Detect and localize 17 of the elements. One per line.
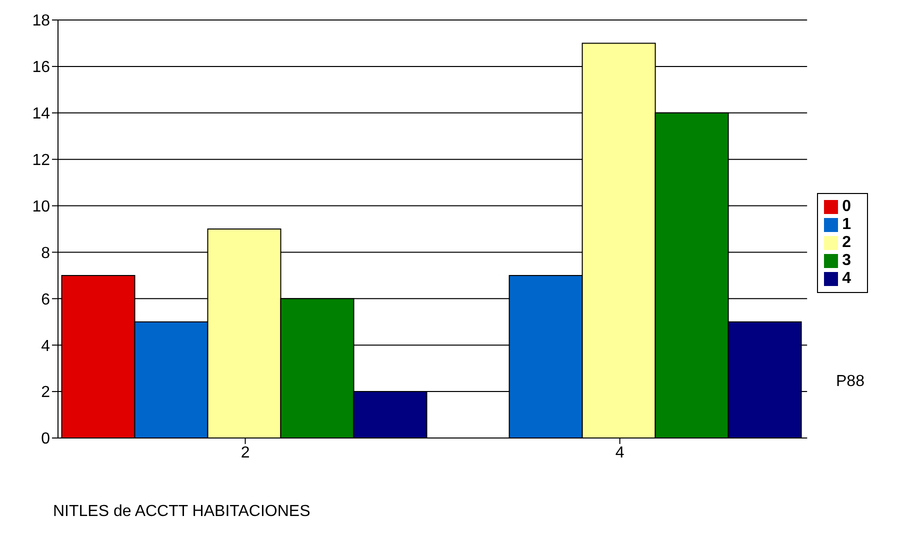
x-axis-title: NITLES de ACCTT HABITACIONES [53,503,310,521]
y-tick-label: 2 [41,384,50,402]
legend-label: 2 [842,234,851,251]
y-tick-label: 14 [32,106,50,123]
y-tick-label: 8 [41,244,50,262]
legend-label: 0 [842,198,851,215]
y-tick-label: 0 [41,430,50,448]
y-tick-label: 12 [32,152,50,170]
legend-label: 3 [842,252,851,269]
y-tick-label: 10 [32,198,50,216]
y-tick-label: 16 [32,59,50,76]
legend-label: 1 [842,216,851,233]
y-tick-label: 18 [32,12,50,30]
y-tick-label: 6 [41,291,50,308]
legend-label: 4 [842,270,851,287]
y-tick-label: 4 [41,338,50,355]
text: P88 [836,373,864,391]
